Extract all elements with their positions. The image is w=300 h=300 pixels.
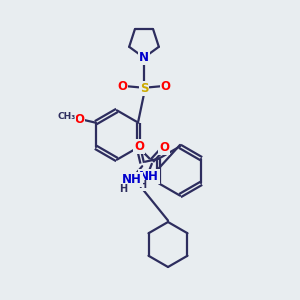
Text: H: H [119,184,128,194]
Text: O: O [159,141,170,154]
Text: N: N [139,51,149,64]
Text: O: O [117,80,128,93]
Text: H: H [138,180,146,190]
Text: O: O [134,140,144,153]
Text: S: S [140,82,148,95]
Text: O: O [74,113,84,126]
Text: CH₃: CH₃ [58,112,76,121]
Text: O: O [160,80,171,93]
Text: NH: NH [122,173,142,186]
Text: NH: NH [139,170,159,183]
